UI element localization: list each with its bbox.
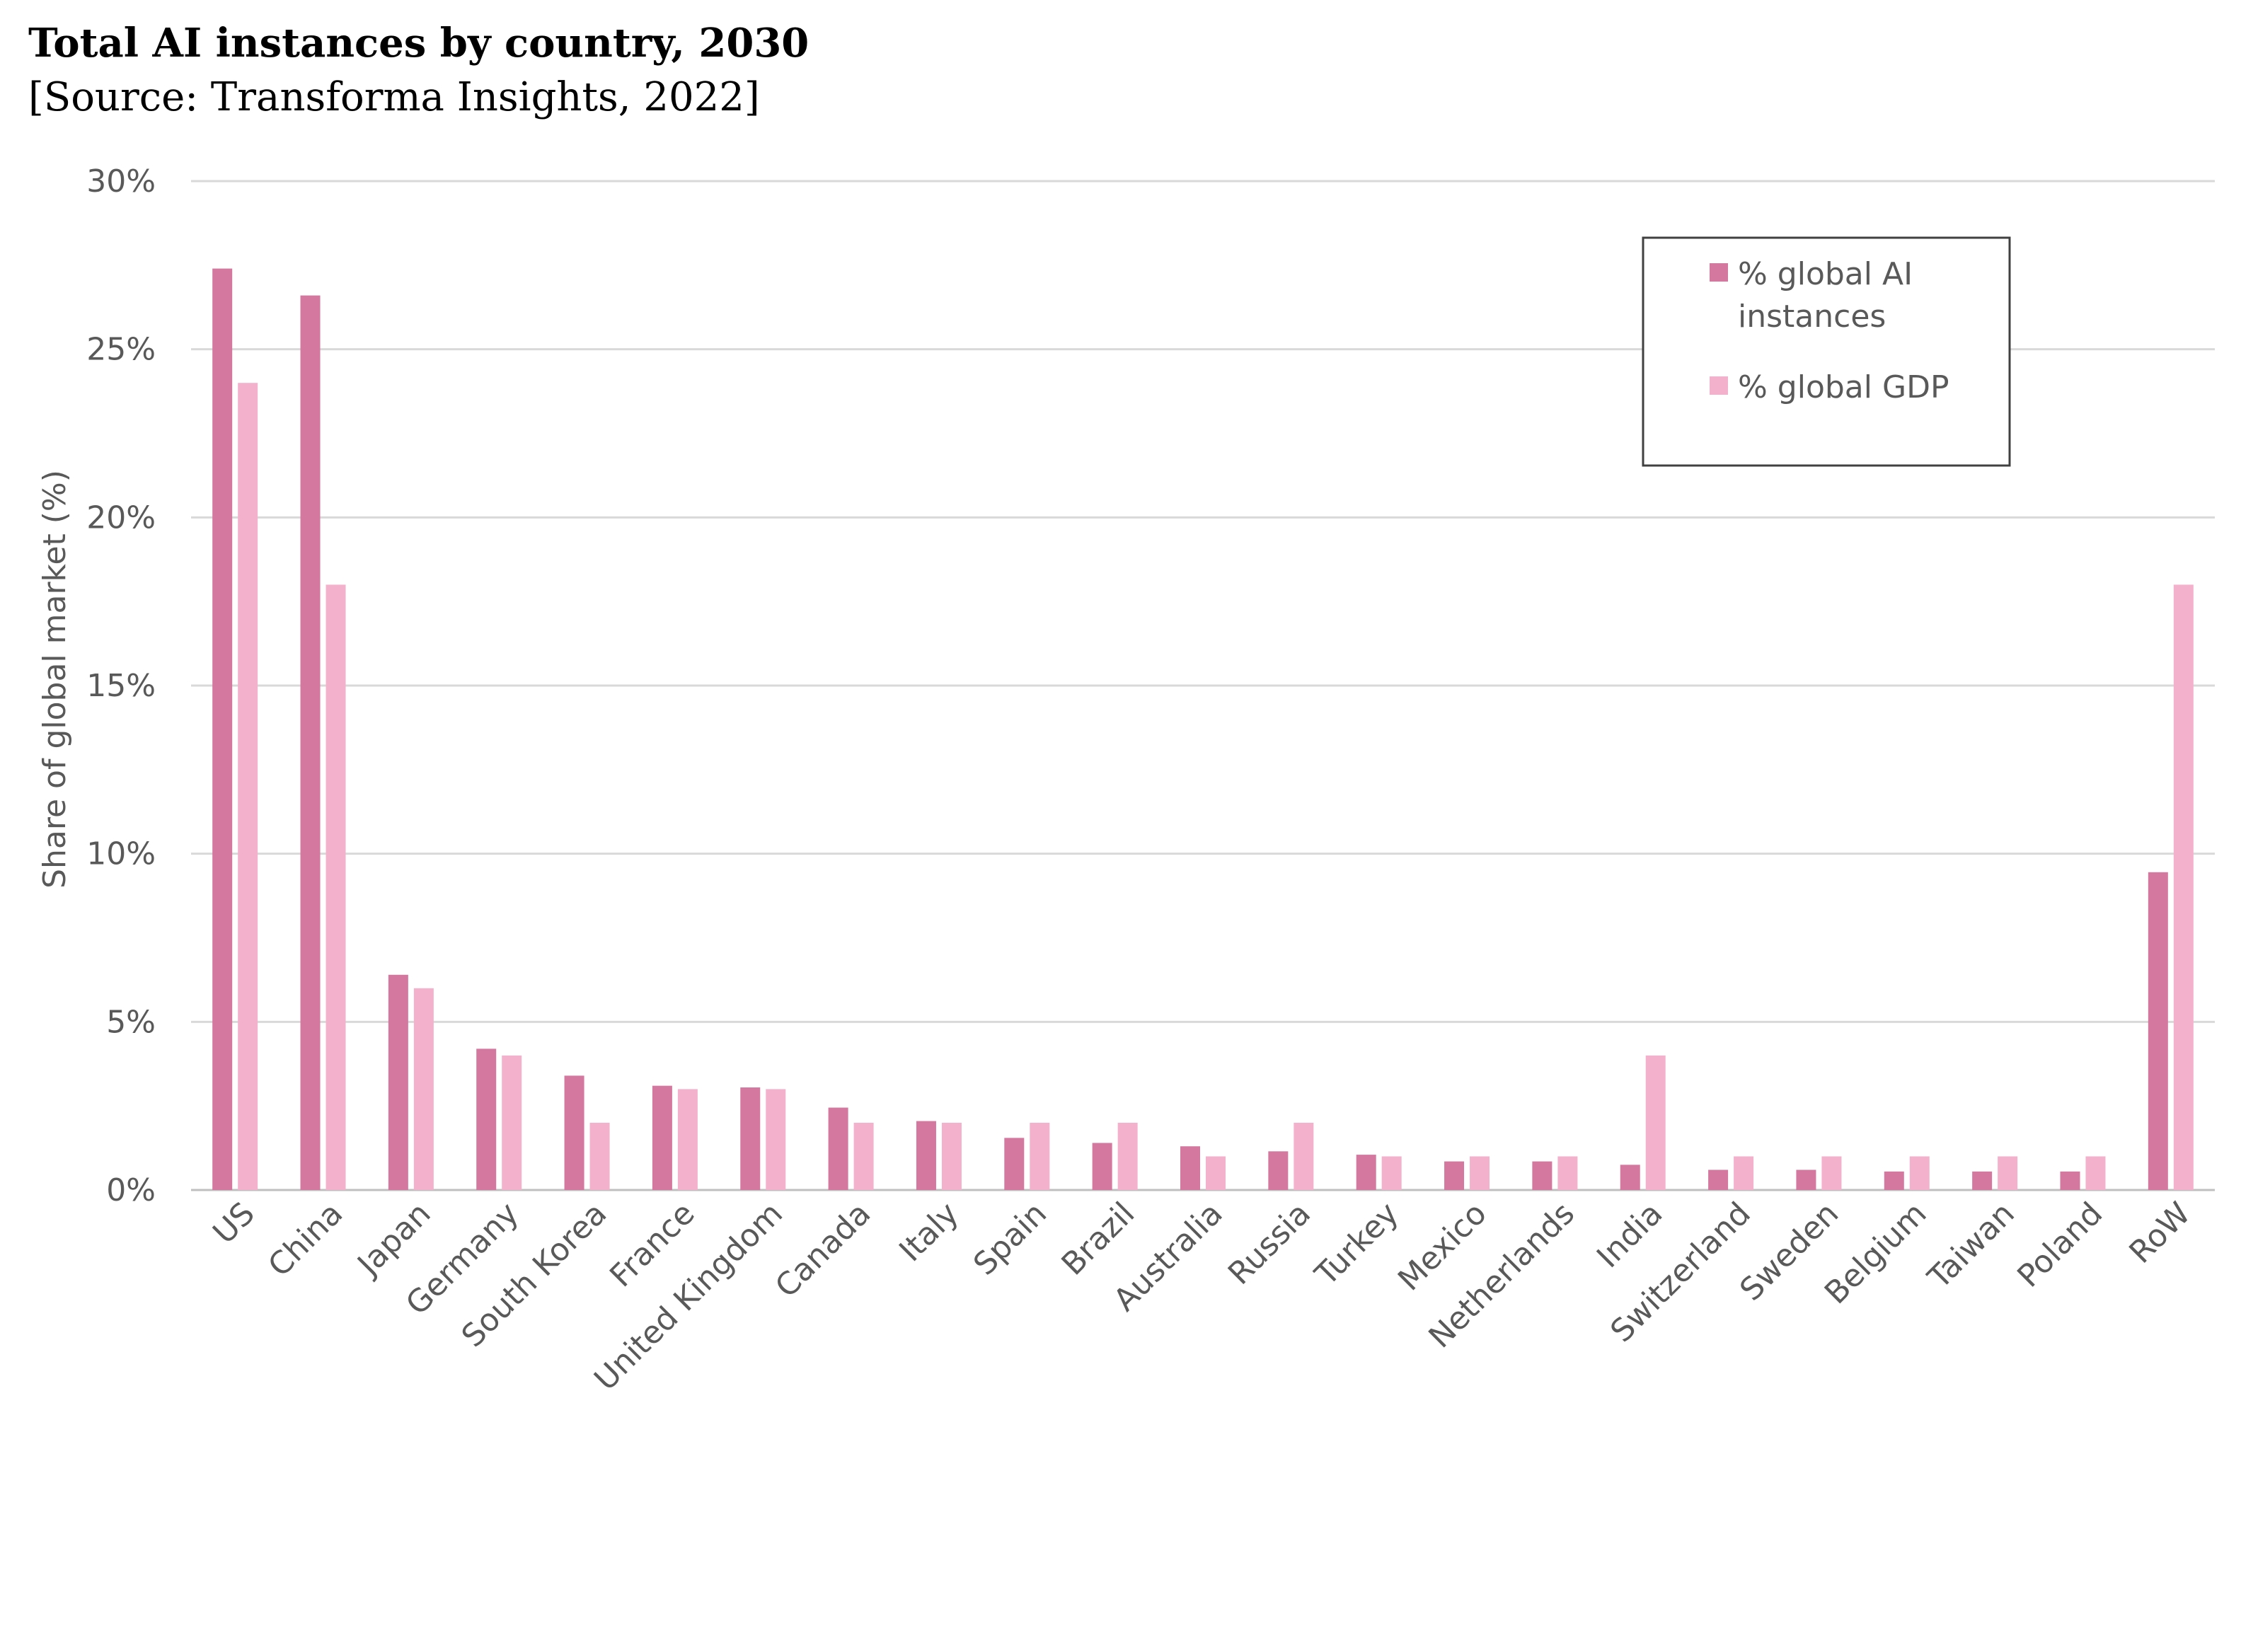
chart-title: Total AI instances by country, 2030 [28, 20, 809, 67]
bar-global-gdp [1206, 1156, 1226, 1190]
bar-ai-instances [212, 268, 233, 1190]
bar-global-gdp [1821, 1156, 1842, 1190]
y-axis-title: Share of global market (%) [37, 470, 73, 889]
bar-global-gdp [589, 1122, 610, 1190]
bar-global-gdp [1117, 1122, 1138, 1190]
gridlines [191, 180, 2215, 1191]
bar-ai-instances [564, 1075, 584, 1190]
bar-global-gdp [238, 383, 258, 1191]
bar-global-gdp [1734, 1156, 1754, 1190]
bar-ai-instances [1004, 1138, 1025, 1190]
bar-global-gdp [766, 1089, 786, 1190]
chart-subtitle: [Source: Transforma Insights, 2022] [28, 74, 760, 120]
bar-global-gdp [1470, 1156, 1490, 1190]
x-tick-label: China [261, 1196, 350, 1284]
y-tick-label: 5% [106, 1004, 156, 1040]
x-tick-label: RoW [2123, 1196, 2198, 1271]
bar-global-gdp [502, 1055, 522, 1190]
x-tick-label: Italy [892, 1196, 966, 1269]
legend-label-ai-instances-line2: instances [1738, 299, 1886, 335]
x-tick-label: Turkey [1308, 1196, 1405, 1293]
x-tick-label: Poland [2010, 1196, 2109, 1295]
bar-global-gdp [941, 1122, 962, 1190]
bar-ai-instances [740, 1087, 761, 1190]
bar-ai-instances [1356, 1155, 1376, 1190]
legend-box [1642, 236, 2011, 467]
bar-ai-instances [476, 1049, 497, 1190]
bar-global-gdp [677, 1089, 698, 1190]
bar-ai-instances [2060, 1171, 2080, 1190]
legend-label-ai-instances-line1: % global AI [1738, 256, 1913, 292]
bar-ai-instances [1972, 1171, 1993, 1190]
bar-global-gdp [1381, 1156, 1402, 1190]
bar-ai-instances [1884, 1171, 1904, 1190]
bar-global-gdp [2085, 1156, 2106, 1190]
x-tick-label: Taiwan [1920, 1196, 2022, 1297]
legend-swatch-global-gdp [1710, 376, 1728, 395]
y-tick-label: 0% [106, 1172, 156, 1208]
bar-ai-instances [300, 295, 321, 1191]
bar-ai-instances [828, 1107, 848, 1190]
x-tick-label: US [206, 1196, 262, 1252]
bars [212, 268, 2194, 1191]
x-tick-label: India [1590, 1196, 1669, 1275]
legend-label-global-gdp: % global GDP [1738, 369, 1949, 405]
y-axis-ticks: 0% 5% 10% 15% 20% 25% 30% [86, 163, 156, 1208]
bar-global-gdp [326, 584, 346, 1190]
y-tick-label: 30% [86, 163, 156, 200]
bar-ai-instances [1092, 1143, 1112, 1190]
y-tick-label: 20% [86, 499, 156, 536]
y-tick-label: 25% [86, 332, 156, 368]
bar-global-gdp [1030, 1122, 1050, 1190]
bar-global-gdp [1645, 1055, 1666, 1190]
bar-ai-instances [1268, 1151, 1289, 1190]
bar-ai-instances [1620, 1165, 1640, 1190]
bar-ai-instances [1796, 1169, 1816, 1190]
bar-global-gdp [1998, 1156, 2018, 1190]
bar-ai-instances [652, 1085, 672, 1190]
bar-global-gdp [413, 988, 434, 1190]
bar-ai-instances [916, 1121, 936, 1190]
bar-ai-instances [2148, 872, 2168, 1190]
legend-swatch-ai-instances [1710, 263, 1728, 282]
bar-global-gdp [1557, 1156, 1578, 1190]
bar-ai-instances [1532, 1161, 1552, 1190]
bar-global-gdp [1909, 1156, 1930, 1190]
y-tick-label: 15% [86, 668, 156, 704]
x-tick-label: Canada [768, 1196, 877, 1305]
bar-ai-instances [1180, 1146, 1200, 1190]
legend: % global AI instances % global GDP [1642, 236, 2011, 467]
x-tick-label: Brazil [1055, 1196, 1142, 1283]
bar-global-gdp [2173, 584, 2194, 1190]
x-tick-label: Spain [967, 1196, 1054, 1283]
bar-ai-instances [1444, 1161, 1465, 1190]
bar-global-gdp [853, 1122, 874, 1190]
x-tick-label: Russia [1221, 1196, 1318, 1292]
bar-ai-instances [1708, 1169, 1729, 1190]
bar-global-gdp [1294, 1122, 1314, 1190]
bar-ai-instances [388, 974, 408, 1190]
y-tick-label: 10% [86, 836, 156, 872]
